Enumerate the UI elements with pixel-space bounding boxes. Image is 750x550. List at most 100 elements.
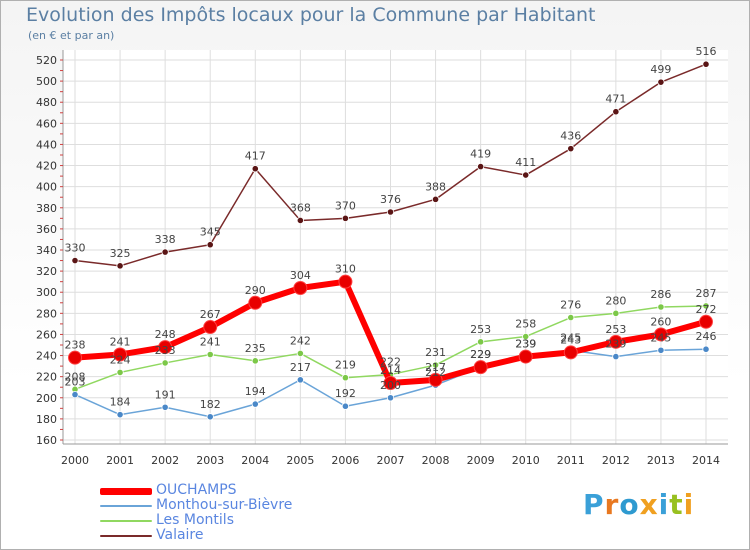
data-label: 191 bbox=[155, 388, 176, 401]
data-label: 222 bbox=[380, 356, 401, 369]
data-label: 245 bbox=[560, 331, 581, 344]
data-label: 182 bbox=[200, 398, 221, 411]
data-label: 219 bbox=[335, 359, 356, 372]
data-point bbox=[116, 411, 124, 419]
data-label: 310 bbox=[335, 263, 356, 276]
data-point bbox=[657, 78, 665, 86]
data-point bbox=[383, 376, 398, 390]
data-point bbox=[341, 402, 350, 410]
data-label: 246 bbox=[696, 330, 717, 343]
data-point bbox=[657, 346, 665, 354]
data-label: 304 bbox=[290, 269, 311, 282]
data-point bbox=[338, 274, 353, 289]
data-point bbox=[116, 262, 124, 270]
y-tick-label: 400 bbox=[36, 181, 57, 194]
x-tick-label: 2001 bbox=[106, 454, 134, 467]
data-label: 233 bbox=[155, 344, 176, 357]
data-label: 203 bbox=[65, 376, 86, 389]
data-label: 192 bbox=[335, 387, 356, 400]
logo-letter: i bbox=[683, 488, 695, 521]
logo-letter: r bbox=[604, 488, 620, 521]
data-label: 224 bbox=[110, 353, 131, 366]
data-point bbox=[113, 347, 128, 362]
data-point bbox=[702, 60, 710, 68]
data-label: 436 bbox=[560, 130, 581, 143]
legend-swatch bbox=[100, 520, 152, 522]
data-label: 286 bbox=[650, 288, 671, 301]
data-point bbox=[161, 248, 169, 256]
data-label: 239 bbox=[515, 338, 536, 351]
data-point bbox=[428, 372, 443, 387]
data-label: 338 bbox=[155, 233, 176, 246]
data-label: 253 bbox=[605, 323, 626, 336]
data-label: 287 bbox=[696, 287, 717, 300]
data-point bbox=[653, 327, 668, 342]
y-tick-label: 300 bbox=[36, 286, 57, 299]
chart-subtitle: (en € et par an) bbox=[28, 29, 115, 42]
data-point bbox=[206, 350, 214, 359]
data-point bbox=[702, 302, 710, 310]
data-point bbox=[161, 403, 169, 411]
data-label: 325 bbox=[110, 247, 131, 260]
y-tick-label: 380 bbox=[36, 202, 57, 215]
y-tick-label: 460 bbox=[36, 117, 57, 130]
data-label: 200 bbox=[380, 379, 401, 392]
data-label: 229 bbox=[470, 348, 491, 361]
data-label: 235 bbox=[245, 342, 266, 355]
data-point bbox=[341, 374, 350, 382]
data-point bbox=[612, 108, 620, 116]
data-label: 516 bbox=[696, 45, 717, 58]
legend-label: Les Montils bbox=[156, 512, 234, 528]
data-label: 238 bbox=[65, 339, 86, 352]
data-point bbox=[477, 338, 485, 346]
data-point bbox=[293, 281, 308, 295]
data-point bbox=[296, 349, 304, 358]
data-point bbox=[248, 295, 263, 310]
data-point bbox=[702, 345, 710, 353]
data-point bbox=[68, 350, 82, 365]
data-label: 212 bbox=[425, 366, 446, 379]
y-tick-label: 220 bbox=[36, 371, 57, 384]
x-tick-label: 2010 bbox=[512, 454, 540, 467]
x-tick-label: 2002 bbox=[151, 454, 179, 467]
data-label: 239 bbox=[515, 338, 536, 351]
x-tick-label: 2006 bbox=[331, 454, 359, 467]
data-label: 217 bbox=[290, 361, 311, 374]
data-label: 231 bbox=[425, 346, 446, 359]
data-label: 499 bbox=[650, 63, 671, 76]
y-tick-label: 240 bbox=[36, 350, 57, 363]
data-point bbox=[431, 195, 440, 203]
data-label: 214 bbox=[380, 364, 401, 377]
data-label: 370 bbox=[335, 199, 356, 212]
legend-label: OUCHAMPS bbox=[156, 482, 237, 498]
x-tick-label: 2000 bbox=[61, 454, 89, 467]
data-point bbox=[206, 241, 214, 249]
data-label: 330 bbox=[65, 242, 86, 255]
data-point bbox=[71, 391, 79, 399]
data-point bbox=[116, 368, 124, 377]
logo-letter: P bbox=[583, 488, 605, 521]
y-tick-label: 180 bbox=[36, 413, 57, 426]
data-label: 208 bbox=[65, 370, 86, 383]
y-tick-label: 500 bbox=[36, 75, 57, 88]
data-point bbox=[203, 320, 218, 335]
data-label: 267 bbox=[200, 308, 221, 321]
data-label: 217 bbox=[425, 361, 446, 374]
data-label: 417 bbox=[245, 150, 266, 163]
data-label: 471 bbox=[605, 93, 626, 106]
data-point bbox=[477, 163, 485, 171]
y-tick-label: 480 bbox=[36, 96, 57, 109]
data-point bbox=[386, 208, 395, 216]
y-tick-label: 200 bbox=[36, 392, 57, 405]
data-label: 248 bbox=[155, 328, 176, 341]
data-point bbox=[612, 309, 620, 317]
data-point bbox=[567, 145, 575, 153]
y-tick-label: 280 bbox=[36, 307, 57, 320]
data-label: 272 bbox=[696, 303, 717, 316]
data-point bbox=[71, 256, 79, 265]
data-label: 242 bbox=[290, 334, 311, 347]
x-tick-label: 2013 bbox=[647, 454, 675, 467]
legend-label: Valaire bbox=[156, 527, 204, 543]
data-label: 184 bbox=[110, 396, 131, 409]
